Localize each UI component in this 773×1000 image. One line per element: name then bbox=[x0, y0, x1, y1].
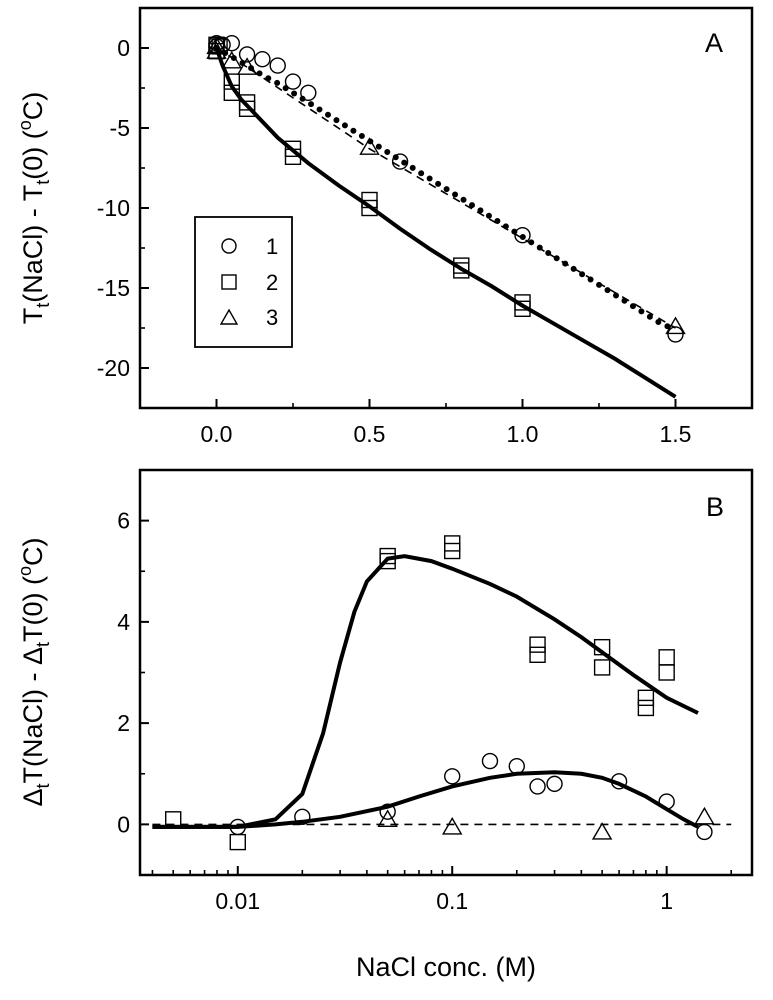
fit-3-line bbox=[216, 47, 676, 329]
panel-b-y-axis-label: ΔtT(NaCl) - ΔtT(0) (oC) bbox=[15, 537, 53, 806]
x-tick-label: 0.01 bbox=[215, 888, 260, 914]
point-series-2 bbox=[379, 547, 396, 565]
x-tick-label: 0.1 bbox=[436, 888, 468, 914]
point-series-2 bbox=[238, 100, 256, 118]
point-series-1 bbox=[481, 752, 499, 770]
x-tick-label: 1.5 bbox=[660, 421, 692, 447]
point-series-2 bbox=[637, 689, 655, 707]
y-tick-label: -15 bbox=[97, 275, 130, 301]
panel-b-letter: B bbox=[706, 492, 724, 522]
point-series-2 bbox=[658, 664, 675, 681]
point-series-1 bbox=[658, 793, 675, 810]
x-tick-label: 1.0 bbox=[507, 421, 539, 447]
y-tick-label: -20 bbox=[97, 355, 130, 381]
point-series-1 bbox=[508, 757, 525, 775]
point-series-1 bbox=[229, 818, 246, 836]
panel-a-fits bbox=[213, 45, 679, 399]
x-tick-label: 0.5 bbox=[354, 421, 386, 447]
point-series-1 bbox=[300, 84, 317, 102]
point-series-2 bbox=[223, 84, 241, 102]
point-series-1 bbox=[379, 803, 396, 820]
panel-a-points bbox=[206, 35, 686, 343]
legend-box bbox=[194, 216, 293, 348]
point-series-1 bbox=[444, 768, 461, 785]
panel-b-y-ticks: 0 2 4 6 bbox=[117, 469, 149, 876]
point-series-2 bbox=[658, 649, 675, 666]
panel-a-x-ticks: 0.0 0.5 1.0 1.5 bbox=[139, 399, 753, 447]
point-series-1 bbox=[529, 778, 546, 795]
point-series-3 bbox=[694, 806, 715, 825]
point-series-3 bbox=[221, 50, 243, 69]
x-axis-label: NaCl conc. (M) bbox=[356, 952, 536, 982]
fit-2-line bbox=[152, 554, 699, 829]
point-series-1 bbox=[514, 226, 531, 244]
point-series-2 bbox=[444, 535, 461, 552]
point-series-2 bbox=[453, 262, 470, 279]
y-tick-label: 6 bbox=[117, 508, 130, 534]
legend-marker-square bbox=[221, 274, 237, 290]
panel-b-x-ticks: 0.01 0.1 1 bbox=[151, 866, 733, 914]
y-tick-label: -5 bbox=[110, 115, 130, 141]
fit-1-line bbox=[213, 45, 679, 333]
point-series-2 bbox=[593, 659, 611, 676]
x-tick-label: 0.0 bbox=[201, 421, 233, 447]
point-series-1 bbox=[254, 51, 271, 68]
fit-2-line bbox=[214, 47, 677, 399]
legend-label-3: 3 bbox=[266, 305, 278, 330]
point-series-1 bbox=[546, 775, 563, 793]
panel-a-y-axis-label: Tt(NaCl) - Tt(0) (oC) bbox=[15, 92, 53, 325]
point-series-1 bbox=[610, 773, 628, 790]
point-series-2 bbox=[223, 73, 241, 90]
point-series-3 bbox=[591, 822, 613, 840]
point-series-1 bbox=[284, 73, 302, 90]
point-series-1 bbox=[238, 46, 256, 63]
legend-marker-circle bbox=[221, 238, 237, 254]
point-series-2 bbox=[529, 646, 546, 663]
legend-marker-triangle bbox=[219, 308, 239, 325]
y-tick-label: -10 bbox=[97, 195, 130, 221]
point-series-1 bbox=[667, 326, 684, 343]
point-series-1 bbox=[391, 153, 409, 170]
point-series-1 bbox=[294, 808, 311, 825]
point-series-2 bbox=[514, 300, 531, 317]
point-series-3 bbox=[206, 41, 227, 59]
y-tick-label: 4 bbox=[117, 609, 130, 635]
point-series-3 bbox=[442, 817, 463, 835]
point-series-3 bbox=[206, 36, 227, 55]
y-tick-label: 2 bbox=[117, 710, 130, 736]
panel-a-legend: 1 2 3 bbox=[194, 216, 293, 348]
point-series-1 bbox=[696, 823, 713, 841]
point-series-2 bbox=[165, 811, 182, 828]
panel-a-y-ticks: 0 -5 -10 -15 -20 bbox=[97, 7, 149, 409]
point-series-2 bbox=[284, 148, 302, 166]
point-series-2 bbox=[529, 636, 546, 653]
point-series-2 bbox=[361, 199, 378, 217]
legend-label-2: 2 bbox=[266, 270, 278, 295]
y-tick-label: 0 bbox=[117, 35, 130, 61]
point-series-2 bbox=[593, 638, 611, 656]
point-series-3 bbox=[665, 316, 686, 335]
point-series-3 bbox=[359, 137, 380, 155]
point-series-3 bbox=[377, 809, 398, 828]
point-series-3 bbox=[236, 57, 258, 75]
legend-label-1: 1 bbox=[266, 234, 278, 259]
point-series-1 bbox=[269, 57, 286, 74]
panel-a: 0 -5 -10 -15 -20 0.0 0.5 1.0 1.5 A 1 2 3 Tt(NaC… bbox=[15, 6, 754, 447]
x-tick-label: 1 bbox=[660, 888, 673, 914]
y-tick-label: 0 bbox=[117, 811, 130, 837]
panel-a-letter: A bbox=[705, 28, 723, 58]
point-series-2 bbox=[229, 833, 246, 851]
point-series-2 bbox=[637, 699, 655, 717]
panel-b-points bbox=[165, 535, 715, 851]
